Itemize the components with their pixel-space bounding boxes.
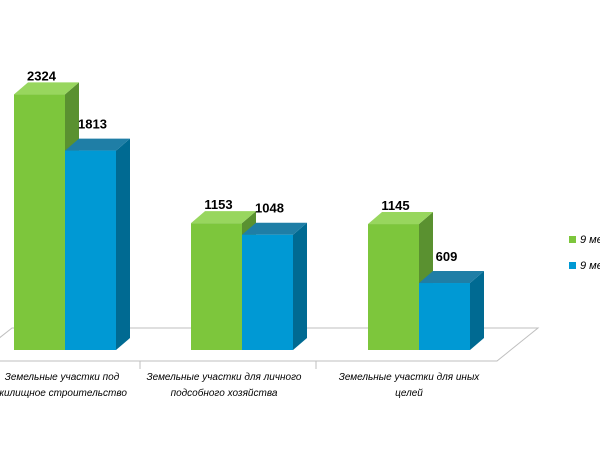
bar-front <box>419 283 470 350</box>
category-labels: Земельные участки под жилищное строительс… <box>0 372 480 399</box>
category-label: целей <box>395 388 423 399</box>
bar-top <box>368 212 433 225</box>
bar-top <box>14 82 79 95</box>
bar-top <box>242 222 307 235</box>
bar-s2-c2 <box>242 222 307 350</box>
bar-side <box>293 222 307 350</box>
bar-front <box>368 224 419 350</box>
category-label: Земельные участки под <box>5 372 120 383</box>
data-label: 2324 <box>27 68 57 83</box>
bar-side <box>116 138 130 350</box>
data-label: 1048 <box>255 201 284 216</box>
category-label: Земельные участки для иных <box>339 372 481 383</box>
bar-side <box>470 271 484 350</box>
data-labels: 2324 1153 1145 1813 1048 609 <box>27 68 457 264</box>
category-label: Земельные участки для личного <box>146 372 301 383</box>
bar-top <box>65 138 130 151</box>
data-label: 1153 <box>204 197 232 212</box>
category-label: жилищное строительство <box>0 388 127 399</box>
legend: 9 ме 9 ме <box>569 234 600 272</box>
chart-floor-outline <box>0 327 540 362</box>
chart-floor <box>0 327 540 369</box>
bar-top <box>191 211 256 224</box>
legend-label: 9 ме <box>580 234 600 246</box>
chart-bars <box>14 82 484 351</box>
category-label: подсобного хозяйства <box>171 387 278 399</box>
bar-front <box>242 234 293 350</box>
data-label: 609 <box>436 249 458 264</box>
bar-front <box>14 94 65 350</box>
legend-label: 9 ме <box>580 260 600 272</box>
bar-s2-c3 <box>419 271 484 350</box>
legend-swatch <box>569 236 576 243</box>
bar-front <box>65 150 116 350</box>
bar-s2-c1 <box>65 138 130 350</box>
legend-swatch <box>569 262 576 269</box>
data-label: 1813 <box>78 117 107 132</box>
bar-front <box>191 223 242 350</box>
bar-top <box>419 271 484 284</box>
data-label: 1145 <box>381 198 409 213</box>
